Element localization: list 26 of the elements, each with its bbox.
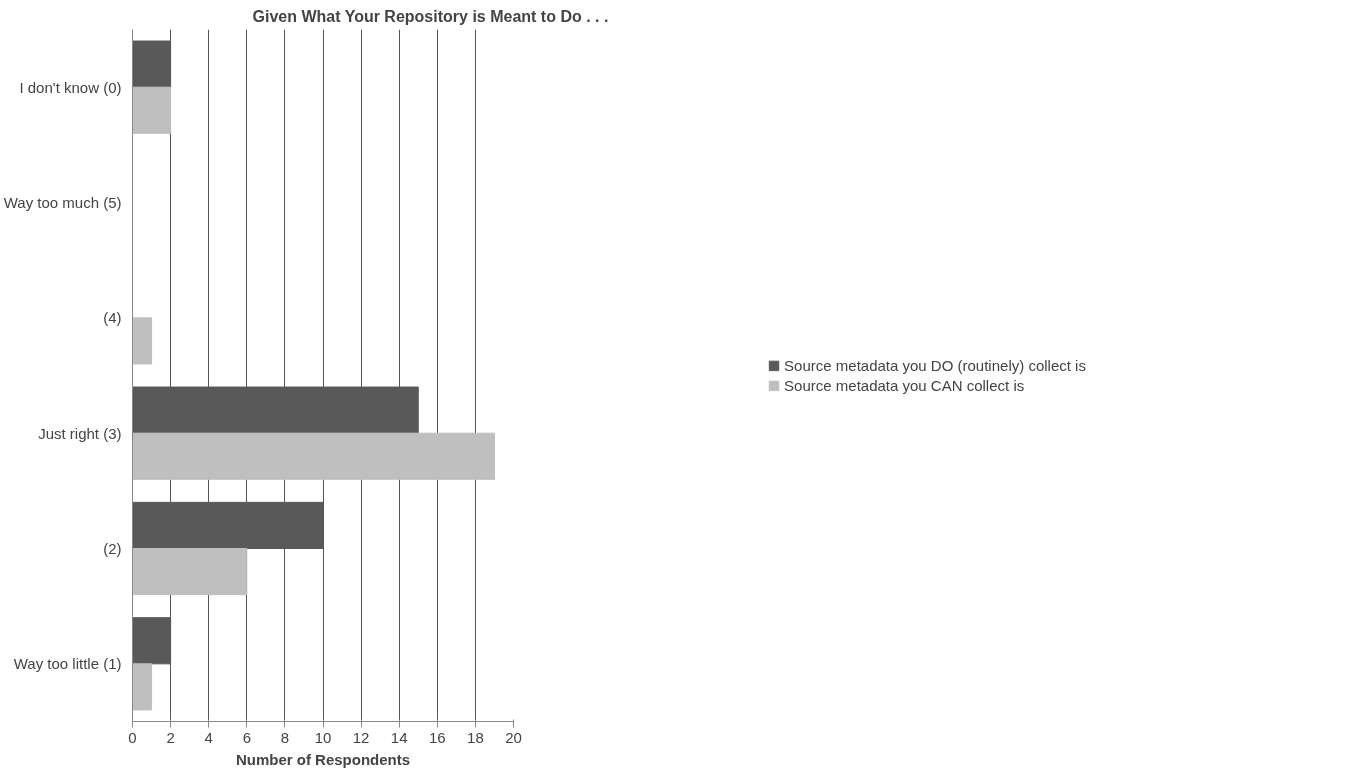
y-tick-label: Way too little (1)	[13, 655, 122, 673]
x-tick-label: 6	[242, 728, 251, 746]
bar	[132, 432, 495, 480]
x-tick-label: 2	[166, 728, 175, 746]
x-tick-label: 10	[314, 728, 332, 746]
chart-title: Given What Your Repository is Meant to Do . . .	[252, 7, 609, 25]
x-tick-label: 4	[204, 728, 213, 746]
legend-label: Source metadata you DO (routinely) collect is	[784, 356, 1086, 374]
y-tick-label: I don't know (0)	[19, 78, 122, 96]
bar	[132, 317, 153, 365]
x-tick-label: 20	[505, 728, 522, 746]
bar	[132, 86, 172, 134]
x-axis-title: Number of Respondents	[235, 750, 411, 768]
y-tick-label: (2)	[103, 540, 122, 557]
x-tick-label: 12	[352, 728, 370, 746]
legend-label: Source metadata you CAN collect is	[784, 376, 1025, 394]
y-tick-label: Just right (3)	[38, 424, 122, 442]
x-tick-label: 8	[280, 728, 290, 746]
x-tick-label: 0	[128, 728, 137, 746]
x-tick-label: 14	[390, 728, 408, 746]
x-tick-label: 16	[428, 728, 446, 746]
y-tick-label: (4)	[103, 309, 122, 327]
y-tick-label: Way too much (5)	[3, 194, 122, 211]
bar	[132, 548, 248, 596]
bar	[132, 663, 153, 711]
x-tick-label: 18	[467, 728, 484, 746]
